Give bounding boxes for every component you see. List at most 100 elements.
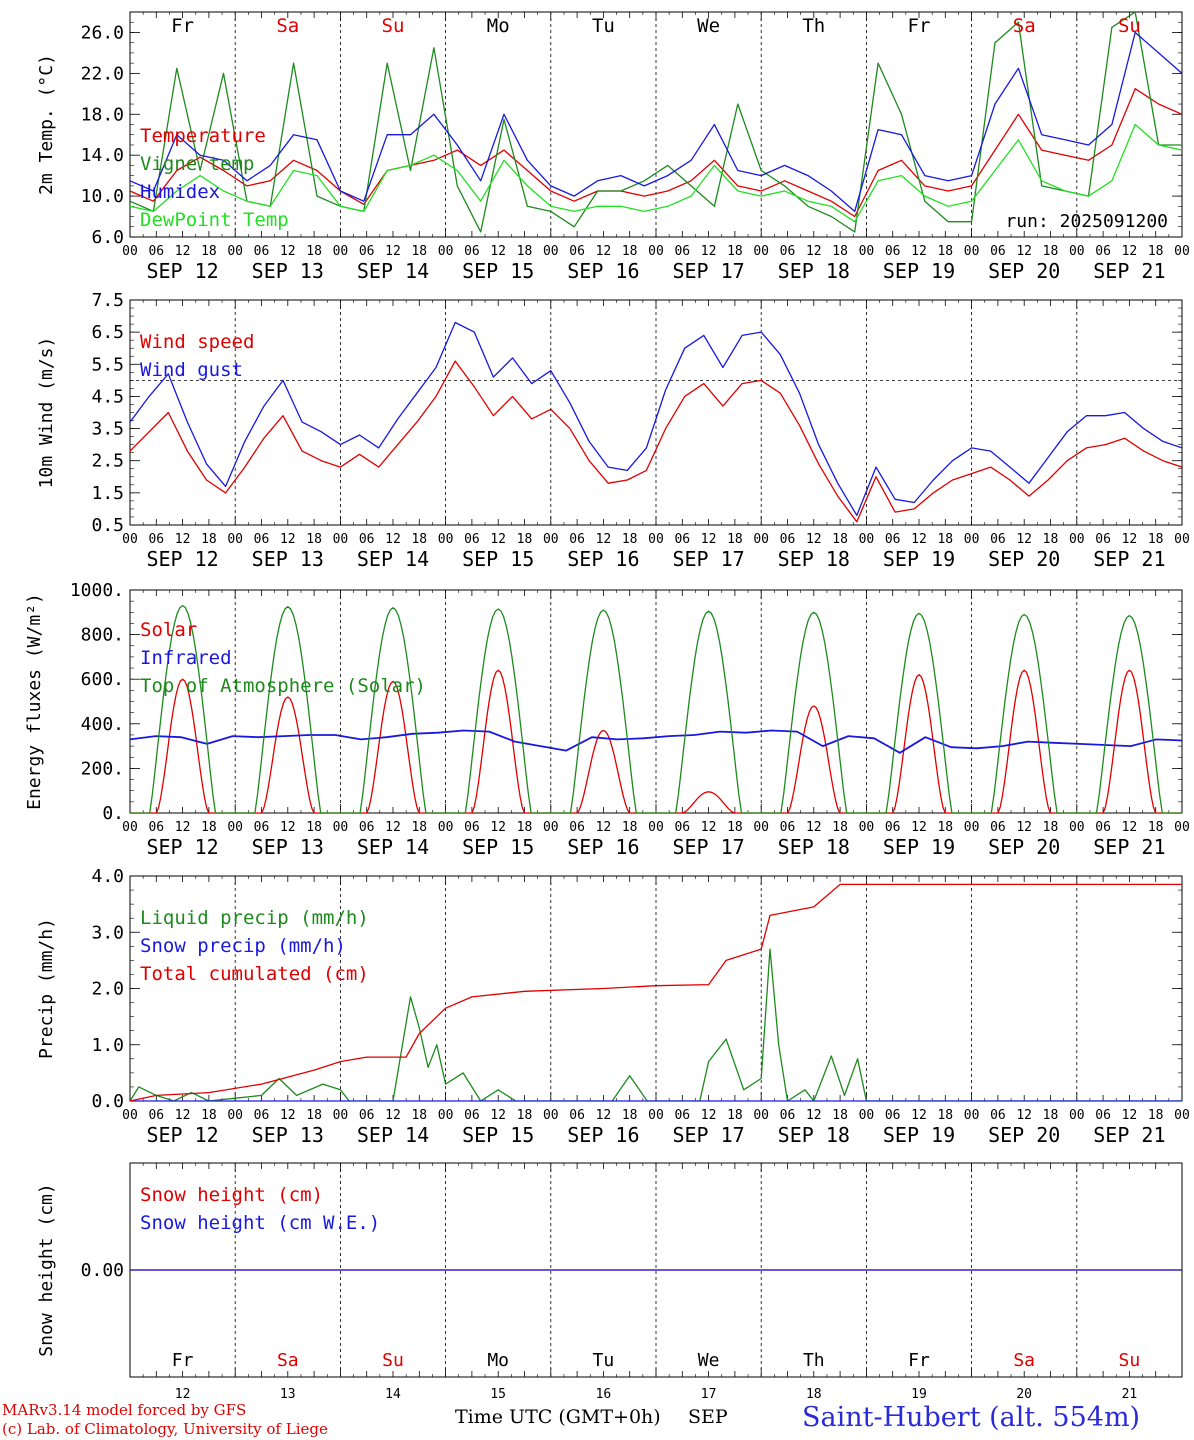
- y-tick-label: 4.0: [91, 866, 124, 887]
- hour-tick-label: 18: [727, 244, 743, 259]
- y-tick-label: 14.0: [81, 145, 124, 166]
- hour-tick-label: 00: [1174, 820, 1190, 835]
- y-tick-label: 0.0: [91, 1091, 124, 1112]
- hour-tick-label: 06: [885, 532, 901, 547]
- hour-tick-label: 18: [1148, 244, 1164, 259]
- date-label: SEP 15: [462, 259, 534, 283]
- hour-tick-label: 18: [727, 532, 743, 547]
- hour-tick-label: 12: [701, 244, 717, 259]
- hour-tick-label: 06: [254, 244, 270, 259]
- hour-tick-label: 00: [333, 820, 349, 835]
- date-label: SEP 20: [988, 547, 1060, 571]
- date-label: SEP 20: [988, 1123, 1060, 1147]
- series-line-wind-gust: [130, 321, 1182, 517]
- y-tick-label: 400.: [81, 714, 124, 735]
- date-label: SEP 21: [1093, 835, 1165, 859]
- hour-tick-label: 00: [227, 244, 243, 259]
- hour-tick-label: 18: [1148, 820, 1164, 835]
- hour-tick-label: 12: [175, 532, 191, 547]
- hour-tick-label: 06: [148, 244, 164, 259]
- hour-tick-label: 18: [727, 820, 743, 835]
- hour-tick-label: 06: [885, 244, 901, 259]
- y-tick-label: 0.5: [91, 515, 124, 536]
- hour-tick-label: 12: [806, 532, 822, 547]
- weekday-label: Su: [382, 15, 405, 37]
- hour-tick-label: 00: [543, 1108, 559, 1123]
- hour-tick-label: 18: [201, 1108, 217, 1123]
- y-axis-label: Energy fluxes (W/m²): [24, 593, 45, 810]
- hour-tick-label: 18: [411, 820, 427, 835]
- hour-tick-label: 00: [543, 820, 559, 835]
- legend-entry: Snow height (cm): [140, 1184, 323, 1206]
- legend-entry: Vigne temp: [140, 153, 254, 175]
- hour-tick-label: 18: [201, 820, 217, 835]
- date-label: SEP 12: [146, 547, 218, 571]
- y-axis-label: 10m Wind (m/s): [36, 337, 57, 489]
- hour-tick-label: 12: [280, 244, 296, 259]
- date-label: SEP 18: [778, 1123, 850, 1147]
- hour-tick-label: 18: [201, 244, 217, 259]
- date-label: SEP 14: [357, 547, 429, 571]
- hour-tick-label: 18: [1148, 532, 1164, 547]
- panel-frame: [129, 11, 1183, 238]
- hour-tick-label: 12: [385, 820, 401, 835]
- date-label: SEP 12: [146, 835, 218, 859]
- hour-tick-label: 18: [622, 1108, 638, 1123]
- series-line-humidex: [130, 31, 1182, 213]
- date-label: SEP 15: [462, 1123, 534, 1147]
- hour-tick-label: 12: [701, 820, 717, 835]
- weekday-label: We: [697, 15, 720, 37]
- weekday-label: Tu: [592, 15, 615, 37]
- hour-tick-label: 06: [885, 1108, 901, 1123]
- hour-tick-label: 00: [964, 532, 980, 547]
- legend-entry: Infrared: [140, 647, 232, 669]
- hour-tick-label: 06: [464, 532, 480, 547]
- hour-tick-label: 00: [648, 1108, 664, 1123]
- y-tick-label: 22.0: [81, 63, 124, 84]
- hour-tick-label: 12: [596, 532, 612, 547]
- hour-tick-label: 12: [596, 1108, 612, 1123]
- date-label: SEP 21: [1093, 1123, 1165, 1147]
- hour-tick-label: 06: [780, 244, 796, 259]
- y-tick-label: 0.: [102, 803, 124, 824]
- hour-tick-label: 06: [780, 532, 796, 547]
- date-label: SEP 18: [778, 547, 850, 571]
- day-number-label: 18: [806, 1387, 822, 1402]
- hour-tick-label: 18: [832, 244, 848, 259]
- y-tick-label: 2.5: [91, 451, 124, 472]
- hour-tick-label: 00: [859, 532, 875, 547]
- y-tick-label: 10.0: [81, 186, 124, 207]
- hour-tick-label: 06: [885, 820, 901, 835]
- weekday-label: Fr: [908, 15, 931, 37]
- hour-tick-label: 18: [1043, 820, 1059, 835]
- y-tick-label: 3.0: [91, 922, 124, 943]
- panel-frame: [129, 589, 1183, 814]
- date-label: SEP 17: [672, 835, 744, 859]
- run-label: run: 2025091200: [1005, 211, 1168, 232]
- weekday-label-bottom: Th: [803, 1350, 825, 1371]
- weekday-label-bottom: Fr: [908, 1350, 930, 1371]
- hour-tick-label: 12: [911, 244, 927, 259]
- hour-tick-label: 00: [964, 244, 980, 259]
- date-label: SEP 17: [672, 1123, 744, 1147]
- weekday-label: Th: [802, 15, 825, 37]
- legend-entry: Total cumulated (cm): [140, 963, 369, 985]
- panel-series-group: [130, 883, 1182, 1101]
- hour-tick-label: 18: [937, 244, 953, 259]
- hour-tick-label: 12: [490, 244, 506, 259]
- series-line-dewpoint-temp: [130, 123, 1182, 223]
- weekday-label-bottom: Su: [382, 1350, 404, 1371]
- hour-tick-label: 00: [1069, 244, 1085, 259]
- hour-tick-label: 18: [306, 244, 322, 259]
- date-label: SEP 13: [252, 835, 324, 859]
- hour-tick-label: 00: [1174, 1108, 1190, 1123]
- date-label: SEP 18: [778, 259, 850, 283]
- hour-tick-label: 06: [464, 1108, 480, 1123]
- series-line-temperature: [130, 88, 1182, 218]
- hour-tick-label: 06: [780, 1108, 796, 1123]
- hour-tick-label: 12: [1016, 820, 1032, 835]
- hour-tick-label: 06: [674, 820, 690, 835]
- hour-tick-label: 06: [148, 820, 164, 835]
- hour-tick-label: 12: [806, 820, 822, 835]
- day-number-label: 20: [1016, 1387, 1032, 1402]
